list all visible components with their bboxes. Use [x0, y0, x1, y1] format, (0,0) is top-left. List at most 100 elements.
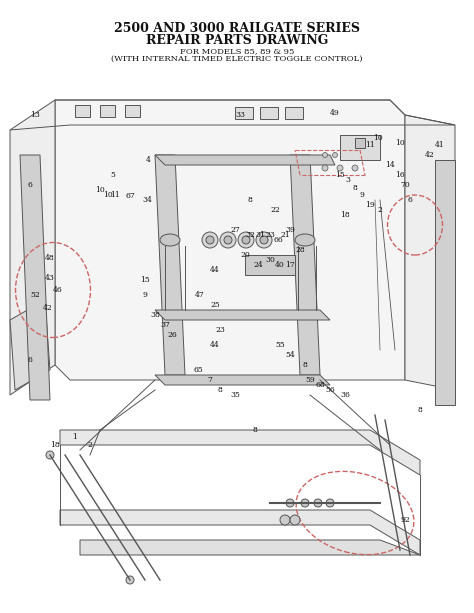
Text: 36: 36 [340, 391, 350, 399]
Text: REPAIR PARTS DRAWING: REPAIR PARTS DRAWING [146, 34, 328, 47]
Bar [260, 107, 278, 119]
Text: 65: 65 [193, 366, 203, 374]
Circle shape [322, 153, 328, 158]
Text: 42: 42 [43, 304, 53, 312]
Text: 66: 66 [273, 236, 283, 244]
Text: 34: 34 [142, 196, 152, 204]
Circle shape [326, 499, 334, 507]
Text: 46: 46 [53, 286, 63, 294]
Text: 8: 8 [247, 196, 253, 204]
Circle shape [280, 515, 290, 525]
Circle shape [256, 232, 272, 248]
Text: 3: 3 [346, 176, 350, 184]
Text: 8: 8 [253, 426, 257, 434]
Text: 49: 49 [330, 109, 340, 117]
Circle shape [206, 236, 214, 244]
Text: 15: 15 [335, 171, 345, 179]
Bar [355, 138, 365, 148]
Circle shape [220, 232, 236, 248]
Text: 16: 16 [395, 171, 405, 179]
Text: 4: 4 [146, 156, 150, 164]
Circle shape [286, 499, 294, 507]
Bar [100, 105, 115, 117]
Text: 8: 8 [302, 361, 308, 369]
Text: 67: 67 [125, 192, 135, 200]
Text: 6: 6 [27, 356, 32, 364]
Text: 44: 44 [210, 266, 220, 274]
Text: 47: 47 [195, 291, 205, 299]
Text: 18: 18 [50, 441, 60, 449]
Text: FOR MODELS 85, 89 & 95: FOR MODELS 85, 89 & 95 [180, 47, 294, 55]
Circle shape [242, 236, 250, 244]
Text: (WITH INTERNAL TIMED ELECTRIC TOGGLE CONTROL): (WITH INTERNAL TIMED ELECTRIC TOGGLE CON… [111, 55, 363, 63]
Text: 10: 10 [395, 139, 405, 147]
Polygon shape [10, 100, 55, 395]
Text: 6: 6 [27, 181, 32, 189]
Circle shape [314, 499, 322, 507]
Polygon shape [55, 100, 405, 380]
Text: 48: 48 [45, 254, 55, 262]
Text: 8: 8 [218, 386, 222, 394]
Text: 92: 92 [400, 516, 410, 524]
Text: 2: 2 [88, 441, 92, 449]
Text: 1: 1 [73, 433, 77, 441]
Circle shape [46, 451, 54, 459]
Circle shape [202, 232, 218, 248]
Circle shape [337, 165, 343, 171]
Circle shape [126, 576, 134, 584]
Text: 11: 11 [365, 141, 375, 149]
Polygon shape [60, 430, 420, 475]
Polygon shape [405, 115, 455, 390]
Circle shape [238, 232, 254, 248]
Text: 43: 43 [45, 274, 55, 282]
Text: 20: 20 [240, 251, 250, 259]
Text: 31: 31 [255, 231, 265, 239]
Text: 28: 28 [295, 246, 305, 254]
Circle shape [332, 153, 337, 158]
Text: 54: 54 [285, 351, 295, 359]
Text: 8: 8 [418, 406, 422, 414]
Text: 37: 37 [160, 321, 170, 329]
Polygon shape [155, 155, 185, 375]
Polygon shape [20, 155, 50, 400]
Bar [285, 107, 303, 119]
Circle shape [352, 165, 358, 171]
Text: 23: 23 [215, 326, 225, 334]
Text: 5: 5 [110, 171, 116, 179]
Circle shape [224, 236, 232, 244]
Text: 10: 10 [103, 191, 113, 199]
Text: 22: 22 [270, 206, 280, 214]
Text: 59: 59 [305, 376, 315, 384]
Text: 70: 70 [400, 181, 410, 189]
Text: 68: 68 [315, 381, 325, 389]
Text: 30: 30 [265, 256, 275, 264]
Polygon shape [10, 300, 50, 390]
Text: 9: 9 [360, 191, 365, 199]
Polygon shape [155, 310, 330, 320]
Text: 27: 27 [230, 226, 240, 234]
Text: 18: 18 [340, 211, 350, 219]
Text: 35: 35 [230, 391, 240, 399]
Text: 39: 39 [285, 226, 295, 234]
Bar [340, 135, 380, 160]
Text: 17: 17 [285, 261, 295, 269]
Text: 23: 23 [265, 231, 275, 239]
Text: 2500 AND 3000 RAILGATE SERIES: 2500 AND 3000 RAILGATE SERIES [114, 22, 360, 35]
Polygon shape [435, 160, 455, 405]
Text: 56: 56 [325, 386, 335, 394]
Text: 11: 11 [110, 191, 120, 199]
Text: 9: 9 [143, 291, 147, 299]
Bar [125, 105, 140, 117]
Text: 10: 10 [95, 186, 105, 194]
Text: 44: 44 [210, 341, 220, 349]
Polygon shape [155, 375, 330, 385]
Text: 33: 33 [235, 111, 245, 119]
Polygon shape [155, 155, 335, 165]
Text: 14: 14 [385, 161, 395, 169]
Circle shape [260, 236, 268, 244]
Text: 21: 21 [280, 231, 290, 239]
Circle shape [343, 153, 347, 158]
Polygon shape [60, 510, 420, 555]
Text: 8: 8 [353, 184, 357, 192]
Text: 24: 24 [253, 261, 263, 269]
